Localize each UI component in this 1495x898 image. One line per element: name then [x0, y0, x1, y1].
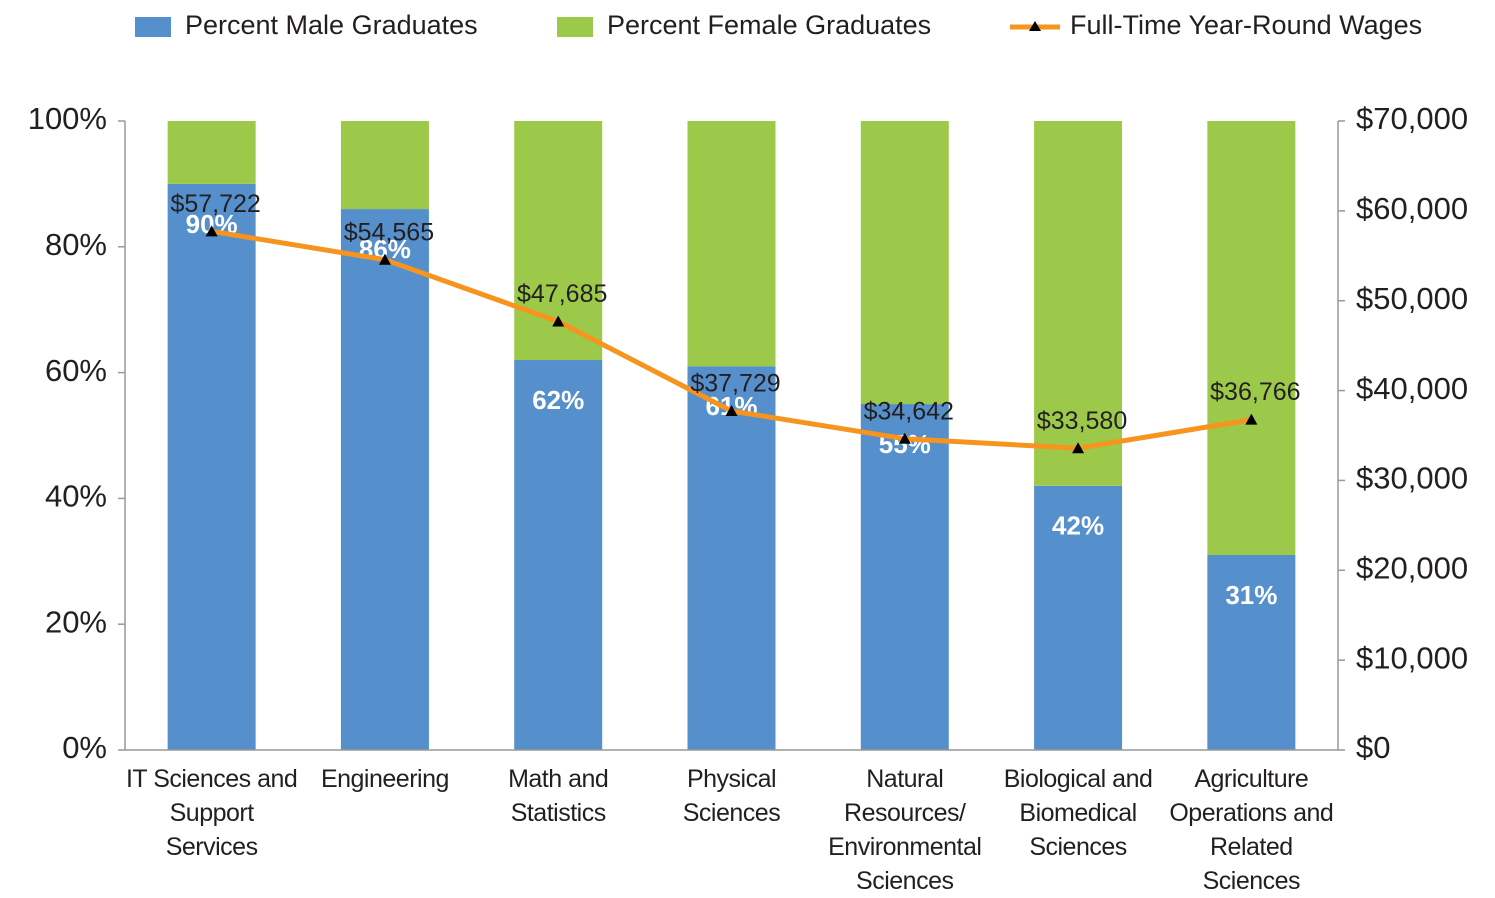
wage-value-label: $47,685	[517, 280, 607, 308]
x-tick-label-box: IT Sciences and Support Services	[125, 765, 298, 861]
x-tick-label-box: Agriculture Operations and Related Scien…	[1169, 765, 1334, 895]
bar-value-label: 62%	[532, 385, 584, 415]
wage-value-label: $57,722	[170, 190, 260, 218]
legend-label: Percent Female Graduates	[607, 10, 931, 40]
wage-marker	[725, 404, 738, 416]
y-tick-label: 60%	[45, 353, 107, 388]
bar	[1034, 485, 1123, 750]
bar	[860, 404, 949, 750]
legend-swatch	[135, 17, 171, 37]
bar-value-label: 42%	[1052, 511, 1104, 541]
x-tick-label-box: Engineering	[320, 765, 449, 793]
x-tick-label-box: Biological and Biomedical Sciences	[1003, 765, 1153, 861]
x-tick-label: Physical Sciences	[682, 765, 781, 827]
wage-marker	[1245, 413, 1258, 425]
bar	[1034, 121, 1123, 486]
x-tick-label: IT Sciences and Support Services	[125, 765, 298, 861]
y2-tick-label: $20,000	[1356, 550, 1468, 585]
x-tick-label: Natural Resources/ Environmental Science…	[828, 765, 982, 895]
y2-tick-label: $60,000	[1356, 191, 1468, 226]
wage-marker	[552, 315, 565, 327]
legend-swatch	[557, 17, 593, 37]
legend-label: Full-Time Year-Round Wages	[1070, 10, 1422, 40]
bar	[1207, 121, 1296, 556]
bar	[340, 209, 429, 750]
y2-tick-label: $70,000	[1356, 101, 1468, 136]
wage-value-label: $33,580	[1037, 407, 1127, 435]
x-tick-label: Agriculture Operations and Related Scien…	[1169, 765, 1334, 895]
bar	[860, 121, 949, 405]
y-tick-label: 20%	[45, 604, 107, 639]
x-tick-label: Engineering	[320, 765, 449, 793]
bar	[687, 121, 776, 367]
wage-marker	[1072, 442, 1085, 454]
y2-tick-label: $30,000	[1356, 461, 1468, 496]
bar	[1207, 555, 1296, 750]
wage-value-label: $36,766	[1210, 378, 1300, 406]
bar	[340, 121, 429, 210]
bar	[687, 366, 776, 750]
wage-value-label: $34,642	[864, 397, 954, 425]
bar	[514, 360, 603, 750]
wage-value-label: $37,729	[690, 370, 780, 398]
wage-marker	[378, 253, 391, 265]
y2-tick-label: $0	[1356, 730, 1390, 765]
wage-marker	[898, 432, 911, 444]
y2-tick-label: $10,000	[1356, 640, 1468, 675]
x-tick-label-box: Math and Statistics	[508, 765, 609, 827]
legend-label: Percent Male Graduates	[185, 10, 478, 40]
x-tick-label: Biological and Biomedical Sciences	[1003, 765, 1153, 861]
y-tick-label: 40%	[45, 479, 107, 514]
y-tick-label: 0%	[62, 730, 107, 765]
y-tick-label: 80%	[45, 227, 107, 262]
wage-marker	[205, 225, 218, 237]
x-tick-label: Math and Statistics	[508, 765, 609, 827]
y2-tick-label: $40,000	[1356, 371, 1468, 406]
wage-value-label: $54,565	[344, 218, 434, 246]
x-tick-label-box: Natural Resources/ Environmental Science…	[828, 765, 982, 895]
bar-value-label: 31%	[1225, 580, 1277, 610]
y-tick-label: 100%	[28, 101, 107, 136]
bar	[167, 121, 256, 184]
x-tick-label-box: Physical Sciences	[682, 765, 781, 827]
bar	[167, 183, 256, 750]
legend-marker	[1029, 21, 1041, 31]
y2-tick-label: $50,000	[1356, 281, 1468, 316]
